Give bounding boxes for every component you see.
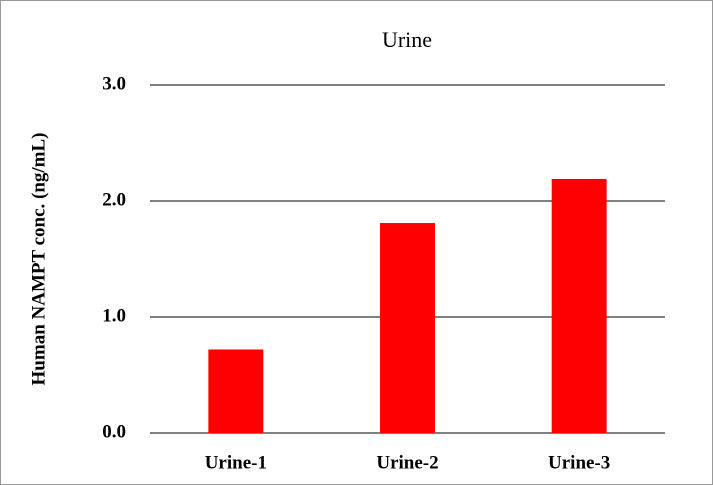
y-tick-label: 2.0: [102, 189, 126, 210]
y-tick-label: 1.0: [102, 305, 126, 326]
x-tick-label: Urine-1: [205, 452, 267, 473]
y-tick-label: 0.0: [102, 421, 126, 442]
y-axis-label: Human NAMPT conc. (ng/mL): [28, 133, 49, 386]
bar: [380, 223, 435, 433]
x-tick-label: Urine-3: [548, 452, 610, 473]
x-tick-label: Urine-2: [376, 452, 438, 473]
y-tick-label: 3.0: [102, 73, 126, 94]
chart-title: Urine: [382, 27, 432, 52]
bar: [551, 178, 607, 433]
bar: [208, 349, 264, 433]
